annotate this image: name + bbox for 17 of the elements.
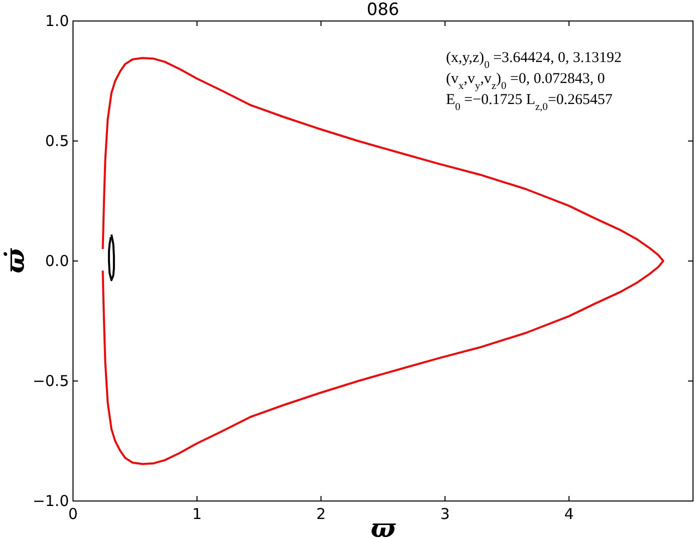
x-tick-label: 2 xyxy=(316,505,326,523)
x-axis-title: ϖ xyxy=(370,514,397,539)
x-tick-label: 3 xyxy=(440,505,450,523)
y-tick-label: 1.0 xyxy=(45,12,69,30)
y-tick-label: −0.5 xyxy=(32,372,69,390)
text: (v$_{x}$,v$_{y}$,v$_{z}$)$_{0}$ =0, 0.072843, 0 xyxy=(446,71,605,92)
annotation: (x,y,z)$_{0}$ =3.64424, 0, 3.13192 xyxy=(446,50,622,70)
y-tick-label: 0.5 xyxy=(45,132,69,150)
x-tick-label: 1 xyxy=(192,505,202,523)
y-axis-title: ϖ̇ xyxy=(1,247,31,274)
chart-title: 086 xyxy=(366,0,400,20)
annotation: E$_{0}$ =−0.1725 L$_{z,0}$=0.265457 xyxy=(446,92,614,112)
x-tick-label: 4 xyxy=(564,505,574,523)
x-tick-label: 0 xyxy=(68,505,78,523)
y-tick-label: 0.0 xyxy=(45,252,69,270)
y-tick-label: −1.0 xyxy=(32,492,69,510)
line-series xyxy=(108,234,115,282)
